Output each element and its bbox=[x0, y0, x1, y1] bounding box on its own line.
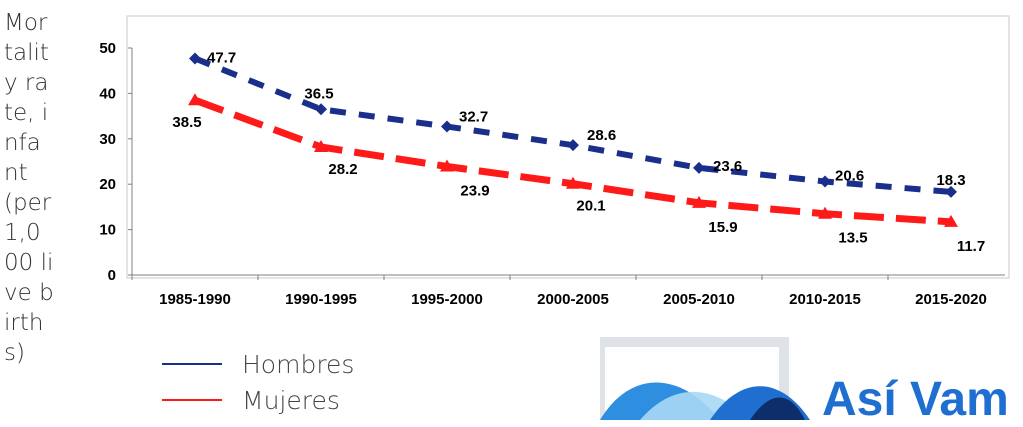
data-label-hombres: 18.3 bbox=[936, 172, 965, 189]
data-point-mujeres bbox=[566, 176, 580, 189]
legend-item-mujeres: Mujeres bbox=[162, 382, 354, 418]
data-label-hombres: 47.7 bbox=[207, 49, 236, 66]
data-label-hombres: 23.6 bbox=[713, 158, 742, 175]
plot-area-frame bbox=[126, 15, 1010, 279]
x-tick-label: 1990-1995 bbox=[285, 291, 357, 308]
data-point-hombres bbox=[189, 52, 201, 65]
legend-label-mujeres: Mujeres bbox=[242, 385, 340, 415]
legend-item-hombres: Hombres bbox=[162, 346, 354, 382]
data-label-mujeres: 15.9 bbox=[708, 219, 737, 236]
data-label-mujeres: 38.5 bbox=[172, 114, 201, 131]
series-line-mujeres bbox=[193, 96, 952, 226]
data-label-hombres: 32.7 bbox=[459, 109, 488, 126]
x-tick-label: 2010-2015 bbox=[789, 291, 861, 308]
legend-label-hombres: Hombres bbox=[242, 349, 355, 379]
legend-swatch-hombres bbox=[162, 363, 222, 365]
x-tick-label: 1985-1990 bbox=[159, 291, 231, 308]
data-point-mujeres bbox=[440, 159, 454, 172]
data-point-mujeres bbox=[314, 139, 328, 152]
x-tick-label: 2000-2005 bbox=[537, 291, 609, 308]
data-label-hombres: 36.5 bbox=[304, 85, 333, 102]
data-label-hombres: 20.6 bbox=[835, 167, 864, 184]
data-label-mujeres: 13.5 bbox=[838, 230, 867, 247]
data-label-mujeres: 20.1 bbox=[576, 198, 605, 215]
data-point-hombres bbox=[945, 185, 957, 198]
logo-graphic-icon bbox=[595, 337, 810, 425]
data-point-hombres bbox=[441, 120, 453, 133]
y-tick-label: 40 bbox=[99, 85, 116, 102]
data-point-mujeres bbox=[818, 206, 832, 219]
legend-swatch-mujeres bbox=[162, 399, 222, 401]
logo: Así Vam bbox=[595, 330, 1023, 426]
data-label-hombres: 28.6 bbox=[587, 127, 616, 144]
data-point-hombres bbox=[819, 175, 831, 188]
data-point-mujeres bbox=[944, 214, 958, 227]
data-point-hombres bbox=[693, 161, 705, 174]
data-point-hombres bbox=[315, 103, 327, 116]
x-tick-label: 2015-2020 bbox=[915, 291, 987, 308]
data-point-mujeres bbox=[188, 93, 202, 106]
y-tick-label: 10 bbox=[99, 222, 116, 239]
data-label-mujeres: 11.7 bbox=[957, 238, 985, 255]
data-label-mujeres: 28.2 bbox=[328, 161, 357, 178]
x-tick-label: 1995-2000 bbox=[411, 291, 483, 308]
data-point-mujeres bbox=[692, 195, 706, 208]
data-point-hombres bbox=[567, 139, 579, 152]
x-tick-label: 2005-2010 bbox=[663, 291, 735, 308]
y-axis-label: Mortality rate, infant (per 1,000 live b… bbox=[4, 10, 54, 366]
y-tick-label: 0 bbox=[108, 267, 116, 284]
data-label-mujeres: 23.9 bbox=[460, 182, 489, 199]
y-tick-label: 20 bbox=[99, 176, 116, 193]
y-tick-label: 30 bbox=[99, 131, 116, 148]
y-tick-label: 50 bbox=[99, 40, 116, 57]
logo-text: Así Vam bbox=[822, 373, 1009, 426]
legend: Hombres Mujeres bbox=[162, 346, 354, 418]
line-chart: 0 10 20 30 40 50 1985-1990 1990-1995 1995-2000 2… bbox=[99, 15, 1010, 308]
